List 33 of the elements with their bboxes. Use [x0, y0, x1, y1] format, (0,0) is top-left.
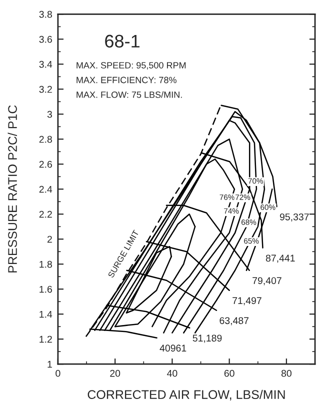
series-label: 79,407: [252, 277, 282, 286]
y-tick-label: 2.2: [39, 210, 52, 218]
x-tick-label: 0: [56, 370, 60, 377]
y-tick-label: 2.6: [39, 160, 52, 168]
y-tick-label: 1.4: [40, 310, 52, 318]
annotation: MAX. SPEED: 95,500 RPM: [76, 62, 186, 70]
series-label: 87,441: [266, 254, 295, 263]
y-tick-label: 3.2: [39, 86, 52, 93]
y-tick-label: 3.6: [39, 36, 52, 43]
y-tick-label: 1: [48, 360, 52, 368]
y-tick-label: 2: [47, 236, 52, 243]
x-axis-title: CORRECTED AIR FLOW, LBS/MIN: [88, 390, 285, 400]
x-tick-label: 80: [281, 370, 292, 377]
y-tick-label: 2.4: [39, 186, 52, 193]
y-axis-title: PRESSURE RATIO P2C/ P1C: [8, 105, 17, 272]
series-label: 95,337: [280, 213, 309, 222]
x-tick-label: 40: [167, 370, 178, 377]
x-tick-label: 60: [224, 370, 234, 377]
y-tick-label: 3: [47, 110, 52, 118]
y-tick-label: 1.6: [40, 286, 52, 293]
series-label: 63,487: [220, 317, 248, 326]
series-label: 71,497: [232, 297, 262, 306]
series-label: 40961: [160, 344, 186, 352]
y-tick-label: 3.4: [39, 60, 52, 68]
y-tick-label: 3.8: [39, 10, 52, 18]
y-tick-label: 2.8: [39, 136, 52, 143]
text: 68-1: [105, 34, 140, 48]
annotation: MAX. FLOW: 75 LBS/MIN.: [76, 91, 182, 98]
x-tick-label: 20: [110, 370, 120, 377]
y-tick-label: 1.2: [40, 336, 52, 343]
annotation: MAX. EFFICIENCY: 78%: [76, 76, 176, 84]
y-tick-label: 1.8: [40, 260, 52, 268]
series-label: 51,189: [192, 334, 222, 343]
